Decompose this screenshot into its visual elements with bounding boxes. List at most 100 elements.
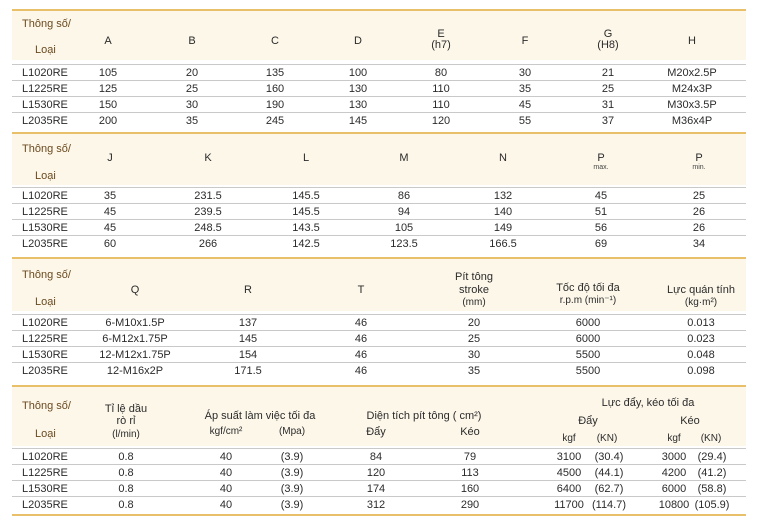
- value-cell: 6000: [661, 483, 687, 495]
- value-cell: M36x4P: [671, 115, 713, 127]
- col-header-p-max-sub: max.: [593, 164, 609, 171]
- value-cell: 3000: [661, 451, 687, 463]
- col-header-n: N: [499, 152, 507, 164]
- value-cell: 3100: [556, 451, 582, 463]
- value-cell: 160: [265, 83, 285, 95]
- label-top: Thông số/: [22, 400, 71, 412]
- col-header-pull-kn: (KN): [700, 433, 722, 444]
- col-header-area-pull: Kéo: [460, 426, 480, 438]
- value-cell: 30: [185, 99, 199, 111]
- divider: [12, 257, 746, 259]
- divider: [12, 96, 746, 97]
- divider: [12, 132, 746, 134]
- label-bottom: Loại: [35, 428, 56, 440]
- value-cell: 60: [103, 238, 117, 250]
- value-cell: (3.9): [280, 451, 304, 463]
- value-cell: 25: [601, 83, 615, 95]
- col-header-leak-unit: (l/min): [112, 429, 140, 440]
- value-cell: 231.5: [194, 190, 222, 202]
- divider: [12, 448, 746, 449]
- table2-header-band: [12, 133, 746, 185]
- value-cell: M24x3P: [671, 83, 713, 95]
- value-cell: (105.9): [694, 499, 730, 511]
- model-cell: L1020RE: [22, 67, 68, 79]
- value-cell: 149: [493, 222, 513, 234]
- label-top: Thông số/: [22, 18, 71, 30]
- col-header-e: E: [437, 28, 445, 40]
- model-cell: L1225RE: [22, 83, 68, 95]
- divider: [12, 112, 746, 113]
- model-cell: L1020RE: [22, 317, 68, 329]
- value-cell: 51: [594, 206, 608, 218]
- col-header-speed: Tốc độ tối đa: [556, 282, 620, 294]
- value-cell: (3.9): [280, 483, 304, 495]
- value-cell: 10800: [658, 499, 690, 511]
- model-cell: L2035RE: [22, 115, 68, 127]
- value-cell: 37: [601, 115, 615, 127]
- value-cell: 120: [366, 467, 386, 479]
- value-cell: 113: [461, 467, 479, 479]
- col-header-r: R: [244, 284, 252, 296]
- value-cell: 6000: [575, 317, 601, 329]
- value-cell: 45: [103, 206, 117, 218]
- col-header-g-tol: (H8): [597, 39, 619, 51]
- value-cell: 0.023: [687, 333, 715, 345]
- col-header-push-kn: (KN): [596, 433, 618, 444]
- value-cell: 25: [692, 190, 706, 202]
- label-bottom: Loại: [35, 296, 56, 308]
- label-bottom: Loại: [35, 44, 56, 56]
- value-cell: (62.7): [594, 483, 624, 495]
- value-cell: 0.8: [118, 451, 134, 463]
- value-cell: 35: [467, 365, 481, 377]
- value-cell: 40: [219, 467, 233, 479]
- value-cell: (30.4): [594, 451, 624, 463]
- value-cell: 110: [432, 99, 450, 111]
- value-cell: 145.5: [292, 206, 320, 218]
- value-cell: 0.8: [118, 483, 134, 495]
- col-header-pressure: Áp suất làm việc tối đa: [204, 410, 316, 422]
- value-cell: 4500: [556, 467, 582, 479]
- value-cell: 130: [348, 99, 368, 111]
- value-cell: 40: [219, 451, 233, 463]
- col-header-t: T: [357, 284, 365, 296]
- col-header-speed-unit: r.p.m (min⁻¹): [559, 295, 617, 306]
- value-cell: (44.1): [594, 467, 624, 479]
- divider: [12, 203, 746, 204]
- value-cell: 145: [238, 333, 258, 345]
- model-cell: L1530RE: [22, 349, 68, 361]
- value-cell: 125: [98, 83, 118, 95]
- value-cell: 35: [518, 83, 532, 95]
- value-cell: 171.5: [234, 365, 262, 377]
- col-header-h: H: [688, 35, 696, 47]
- col-header-l: L: [302, 152, 310, 164]
- value-cell: 21: [601, 67, 615, 79]
- col-header-inertia: Lực quán tính: [667, 284, 735, 296]
- value-cell: 266: [198, 238, 218, 250]
- divider: [12, 385, 746, 387]
- value-cell: 248.5: [194, 222, 222, 234]
- label-top: Thông số/: [22, 143, 71, 155]
- value-cell: (3.9): [280, 467, 304, 479]
- value-cell: 6000: [575, 333, 601, 345]
- col-header-a: A: [104, 35, 112, 47]
- value-cell: 105: [98, 67, 118, 79]
- table3-header-band: [12, 258, 746, 311]
- value-cell: 145: [348, 115, 368, 127]
- col-header-p-min: P: [695, 152, 703, 164]
- model-cell: L1225RE: [22, 467, 68, 479]
- value-cell: 94: [397, 206, 411, 218]
- col-header-pressure-kgf: kgf/cm²: [209, 426, 243, 437]
- value-cell: 86: [397, 190, 411, 202]
- value-cell: 56: [594, 222, 608, 234]
- model-cell: L1530RE: [22, 99, 68, 111]
- value-cell: 26: [692, 206, 706, 218]
- value-cell: 145.5: [292, 190, 320, 202]
- value-cell: (3.9): [280, 499, 304, 511]
- divider: [12, 330, 746, 331]
- col-header-push-kgf: kgf: [562, 433, 576, 444]
- col-header-m: M: [399, 152, 409, 164]
- value-cell: 312: [366, 499, 386, 511]
- col-header-force-pull: Kéo: [680, 415, 700, 427]
- divider: [12, 480, 746, 481]
- divider: [12, 314, 746, 315]
